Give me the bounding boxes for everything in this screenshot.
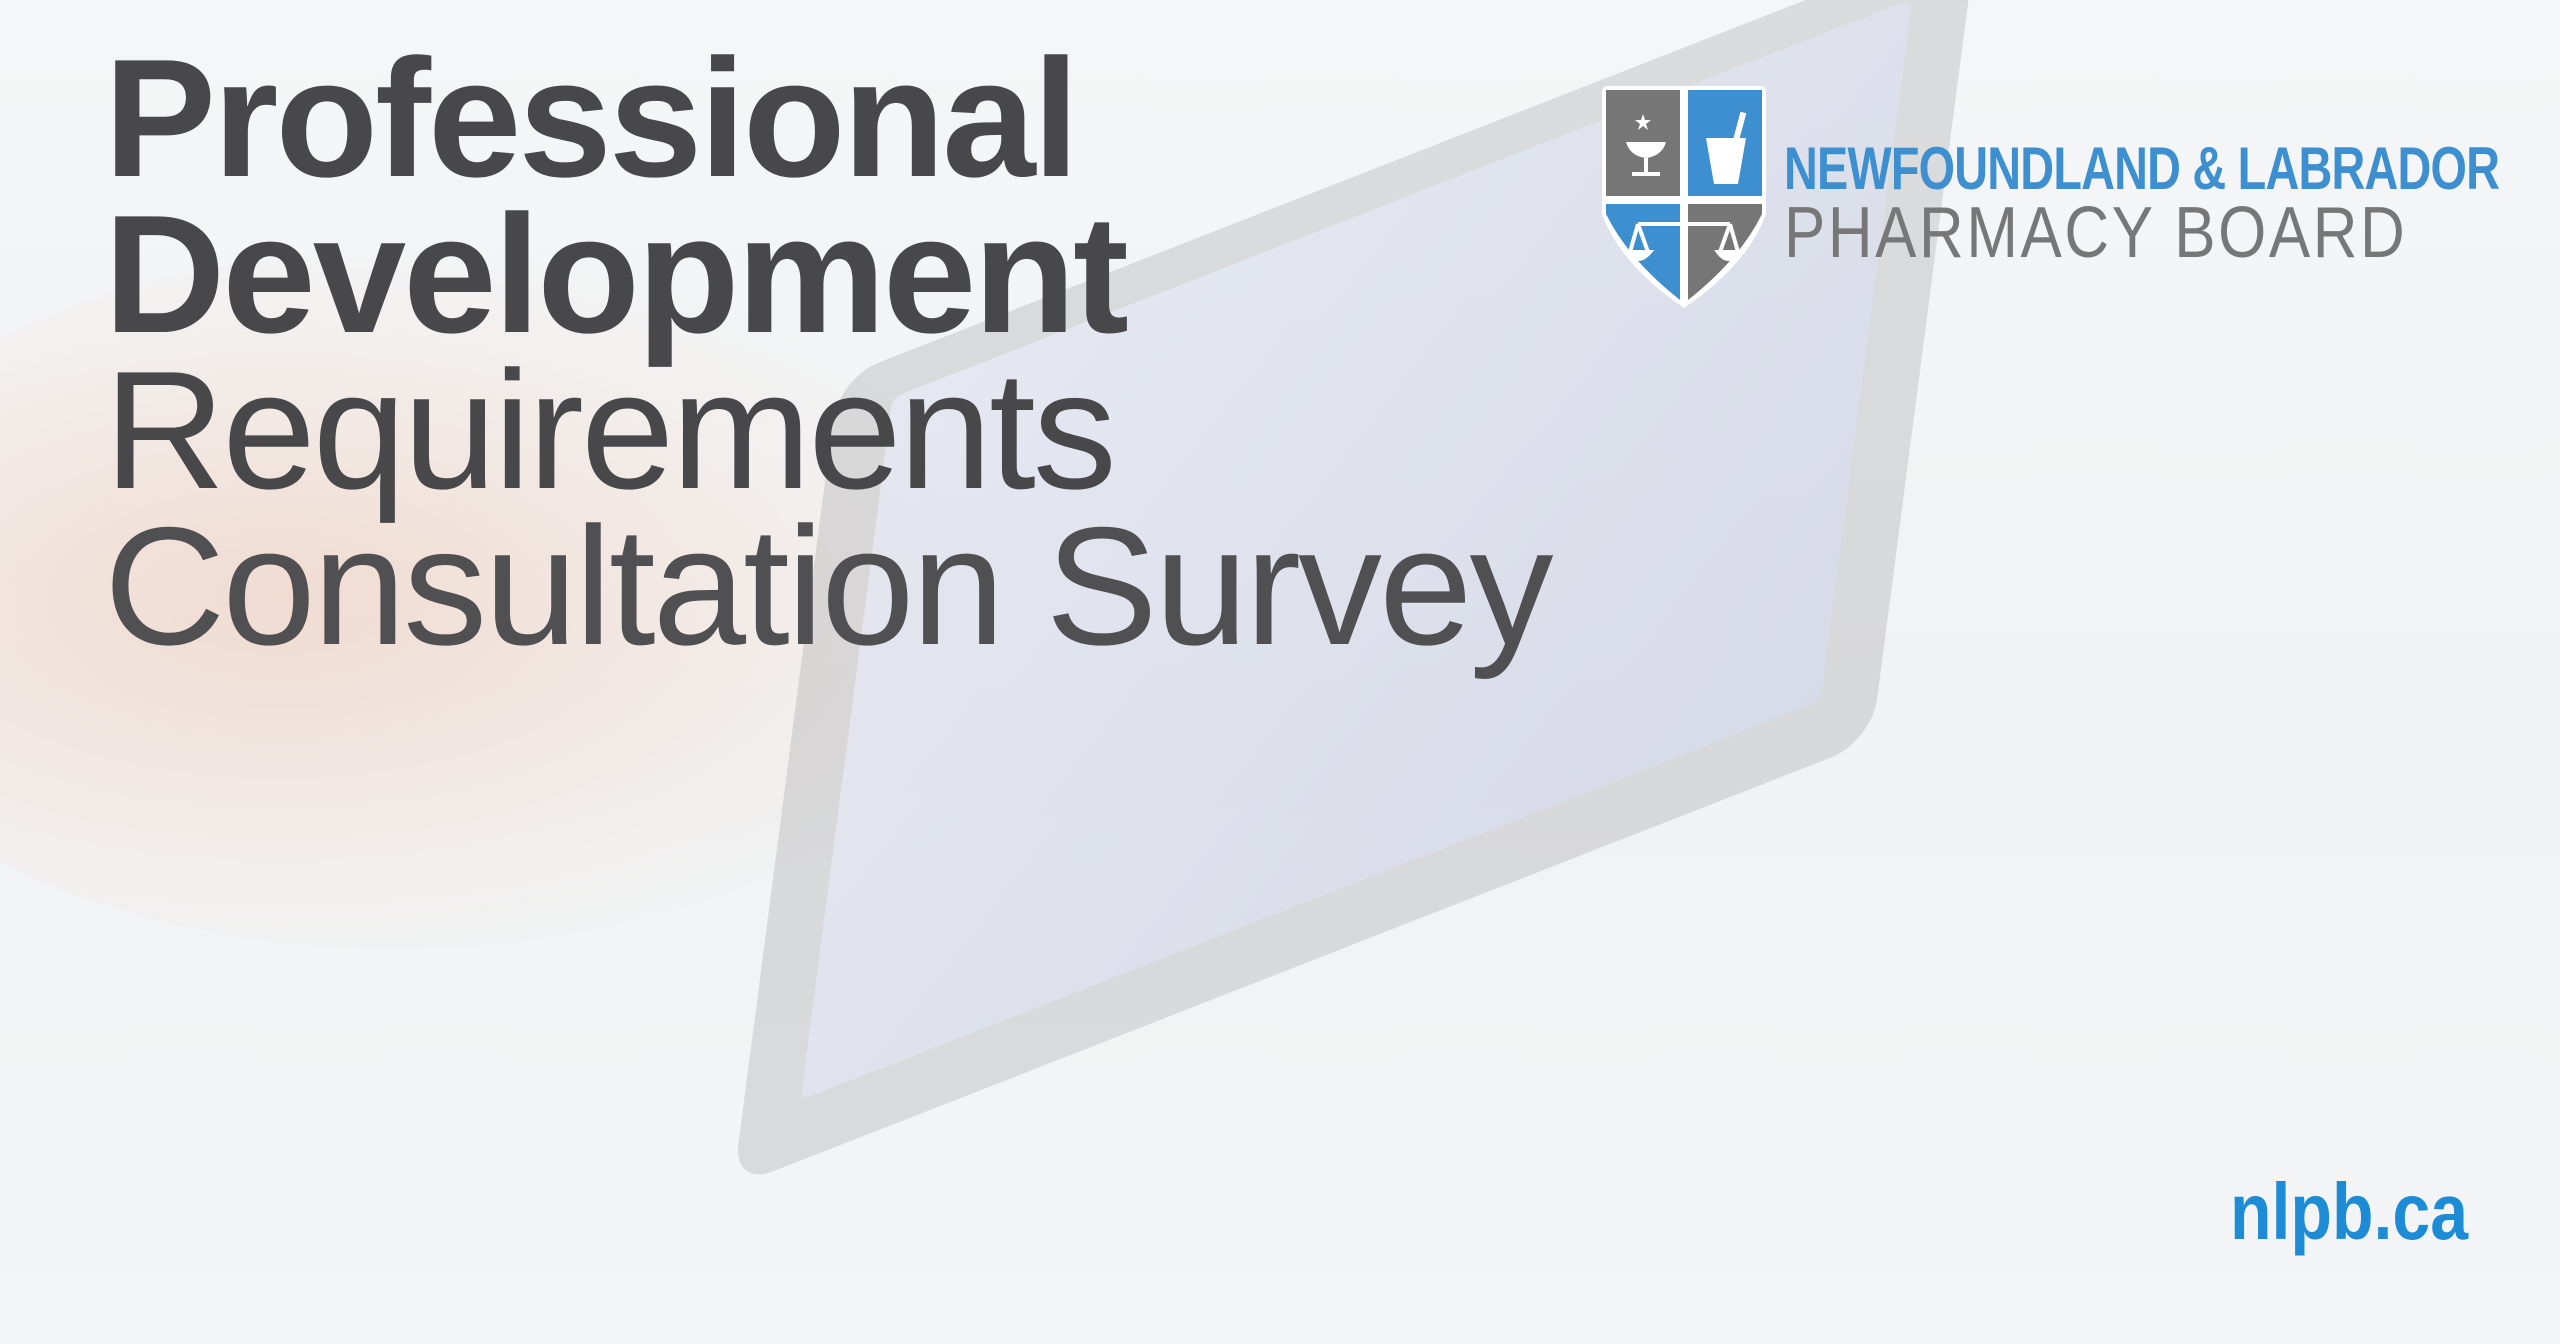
hand-image [0, 250, 1000, 950]
org-name-line-1: NEWFOUNDLAND & LABRADOR [1784, 135, 2500, 202]
website-url: nlpb.ca [2229, 1167, 2468, 1256]
mortar-pestle-icon [1706, 111, 1747, 184]
bowl-of-hygieia-icon [1626, 114, 1666, 176]
headline-line-4: Consultation Survey [104, 492, 1553, 680]
headline-line-1: Professional [104, 24, 1079, 212]
org-name-line-2: PHARMACY BOARD [1784, 193, 2408, 273]
shield-icon [1602, 86, 1766, 308]
headline: Professional Development Requirements Co… [104, 24, 1553, 680]
headline-line-2: Development [104, 180, 1129, 368]
scales-icon [1624, 214, 1745, 284]
headline-line-3: Requirements [104, 336, 1117, 524]
